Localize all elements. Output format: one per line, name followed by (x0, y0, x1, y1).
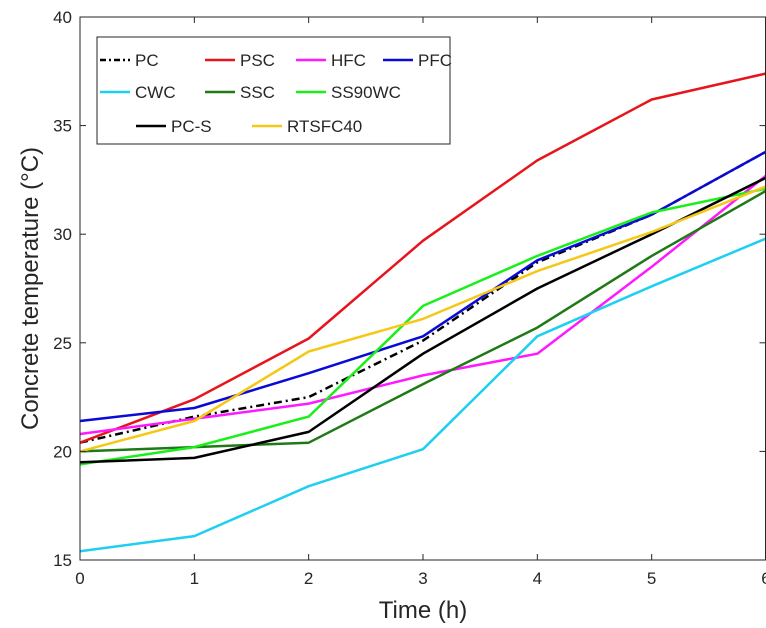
y-tick-label: 25 (53, 334, 72, 353)
series-line-cwc (79, 237, 766, 553)
y-axis-label: Concrete temperature (°C) (17, 147, 44, 430)
x-axis-label: Time (h) (379, 597, 467, 624)
x-tick-label: 3 (418, 569, 427, 588)
legend-label: PC (135, 51, 159, 70)
x-tick-label: 2 (304, 569, 313, 588)
series-line-rtsfc40 (79, 185, 766, 453)
y-tick-label: 40 (53, 8, 72, 27)
y-tick-label: 15 (53, 551, 72, 570)
x-axis: 0 1 2 3 4 5 6 (75, 17, 766, 588)
y-axis: 15 20 25 30 35 40 (53, 8, 766, 570)
legend-label: PFC (418, 51, 452, 70)
series-line-pc-s (79, 176, 766, 464)
legend-label: SS90WC (331, 83, 401, 102)
x-tick-label: 0 (75, 569, 84, 588)
series-line-ss90wc (79, 187, 766, 466)
x-tick-label: 6 (761, 569, 766, 588)
legend-label: SSC (240, 83, 275, 102)
legend-label: PC-S (171, 117, 212, 136)
legend-label: RTSFC40 (287, 117, 362, 136)
series-line-hfc (79, 174, 766, 436)
legend-label: CWC (135, 83, 176, 102)
y-tick-label: 20 (53, 442, 72, 461)
legend: PC PSC HFC PFC CWC SSC SS90WC PC-S RTSFC40 (96, 36, 452, 145)
legend-label: HFC (331, 51, 366, 70)
y-tick-label: 35 (53, 117, 72, 136)
series-line-pfc (79, 150, 766, 423)
y-tick-label: 30 (53, 225, 72, 244)
x-tick-label: 1 (190, 569, 199, 588)
legend-label: PSC (240, 51, 275, 70)
series-line-psc (79, 72, 766, 444)
series-lines (79, 72, 766, 553)
x-tick-label: 5 (647, 569, 656, 588)
x-tick-label: 4 (533, 569, 542, 588)
series-line-pc (79, 150, 766, 444)
